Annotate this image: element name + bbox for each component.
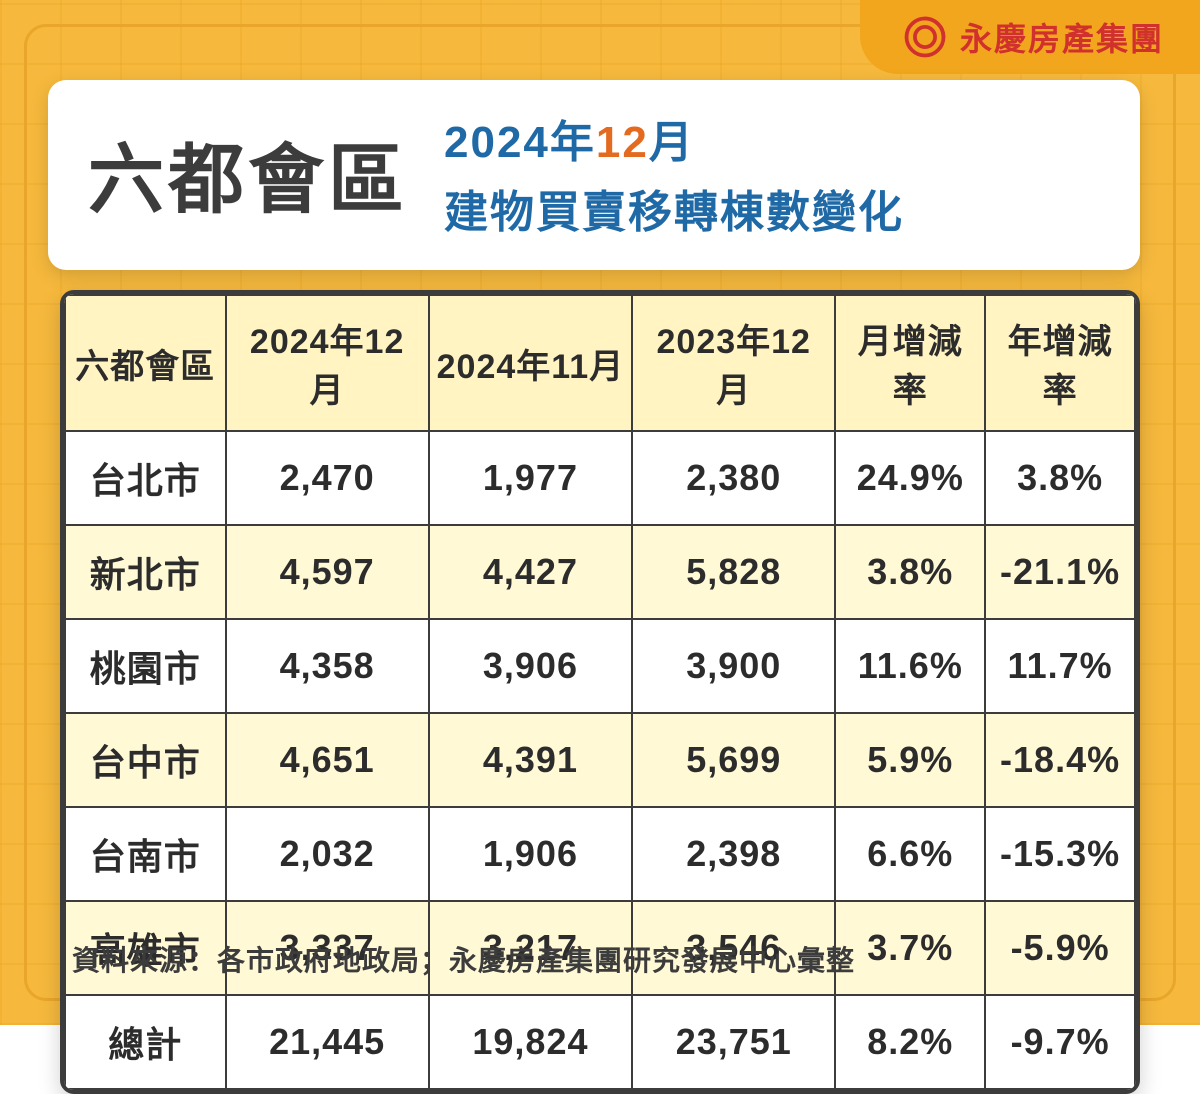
table-cell: 11.7% xyxy=(985,619,1135,713)
table-row: 台中市4,6514,3915,6995.9%-18.4% xyxy=(65,713,1135,807)
table-row: 新北市4,5974,4275,8283.8%-21.1% xyxy=(65,525,1135,619)
table-cell: 24.9% xyxy=(835,431,985,525)
table-cell: 總計 xyxy=(65,995,226,1089)
title-sub: 2024年12月 建物買賣移轉棟數變化 xyxy=(444,106,904,240)
table-cell: -21.1% xyxy=(985,525,1135,619)
table-cell: -5.9% xyxy=(985,901,1135,995)
title-line1-pre: 2024年 xyxy=(444,118,596,167)
table-cell: 6.6% xyxy=(835,807,985,901)
infographic-canvas: 永慶房產集團 六都會區 2024年12月 建物買賣移轉棟數變化 六都會區2024… xyxy=(0,0,1200,1025)
table-cell: -18.4% xyxy=(985,713,1135,807)
table-cell: 5,699 xyxy=(632,713,835,807)
table-cell: 台南市 xyxy=(65,807,226,901)
brand-tab: 永慶房產集團 xyxy=(860,0,1200,74)
table-cell: 1,906 xyxy=(429,807,632,901)
table-cell: 4,427 xyxy=(429,525,632,619)
title-main: 六都會區 xyxy=(88,118,408,228)
table-header-cell: 六都會區 xyxy=(65,295,226,431)
table-cell: 2,032 xyxy=(226,807,429,901)
table-cell: 21,445 xyxy=(226,995,429,1089)
table-header-cell: 年增減率 xyxy=(985,295,1135,431)
table-cell: 3.8% xyxy=(985,431,1135,525)
table-row: 台南市2,0321,9062,3986.6%-15.3% xyxy=(65,807,1135,901)
table-cell: 4,391 xyxy=(429,713,632,807)
table-cell: 4,358 xyxy=(226,619,429,713)
table-cell: 3.8% xyxy=(835,525,985,619)
title-line1: 2024年12月 xyxy=(444,106,904,170)
table-row: 總計21,44519,82423,7518.2%-9.7% xyxy=(65,995,1135,1089)
table-cell: 4,597 xyxy=(226,525,429,619)
table-row: 台北市2,4701,9772,38024.9%3.8% xyxy=(65,431,1135,525)
table-body: 台北市2,4701,9772,38024.9%3.8%新北市4,5974,427… xyxy=(65,431,1135,1089)
table-header-cell: 2024年12月 xyxy=(226,295,429,431)
table-header-cell: 2023年12月 xyxy=(632,295,835,431)
table-cell: 1,977 xyxy=(429,431,632,525)
title-line1-accent: 12 xyxy=(596,118,649,167)
table-cell: 台北市 xyxy=(65,431,226,525)
table-cell: 19,824 xyxy=(429,995,632,1089)
table-header-cell: 月增減率 xyxy=(835,295,985,431)
table-cell: 23,751 xyxy=(632,995,835,1089)
table-cell: -15.3% xyxy=(985,807,1135,901)
table-cell: 台中市 xyxy=(65,713,226,807)
data-source-footer: 資料來源：各市政府地政局；永慶房產集團研究發展中心彙整 xyxy=(72,939,855,979)
table-cell: 2,398 xyxy=(632,807,835,901)
table-cell: 3,900 xyxy=(632,619,835,713)
table-cell: 3,906 xyxy=(429,619,632,713)
title-line2: 建物買賣移轉棟數變化 xyxy=(444,176,904,240)
table-cell: 2,380 xyxy=(632,431,835,525)
title-line1-post: 月 xyxy=(649,118,695,167)
table-cell: 新北市 xyxy=(65,525,226,619)
brand-logo-icon xyxy=(904,16,946,58)
table-header-row: 六都會區2024年12月2024年11月2023年12月月增減率年增減率 xyxy=(65,295,1135,431)
table-row: 桃園市4,3583,9063,90011.6%11.7% xyxy=(65,619,1135,713)
table-cell: 5,828 xyxy=(632,525,835,619)
brand-text: 永慶房產集團 xyxy=(960,14,1164,60)
table-header-cell: 2024年11月 xyxy=(429,295,632,431)
table-cell: 8.2% xyxy=(835,995,985,1089)
title-card: 六都會區 2024年12月 建物買賣移轉棟數變化 xyxy=(48,80,1140,270)
table-cell: 桃園市 xyxy=(65,619,226,713)
table-cell: 3.7% xyxy=(835,901,985,995)
table-cell: 11.6% xyxy=(835,619,985,713)
table-cell: 2,470 xyxy=(226,431,429,525)
table-head: 六都會區2024年12月2024年11月2023年12月月增減率年增減率 xyxy=(65,295,1135,431)
table-cell: -9.7% xyxy=(985,995,1135,1089)
table-cell: 5.9% xyxy=(835,713,985,807)
table-cell: 4,651 xyxy=(226,713,429,807)
